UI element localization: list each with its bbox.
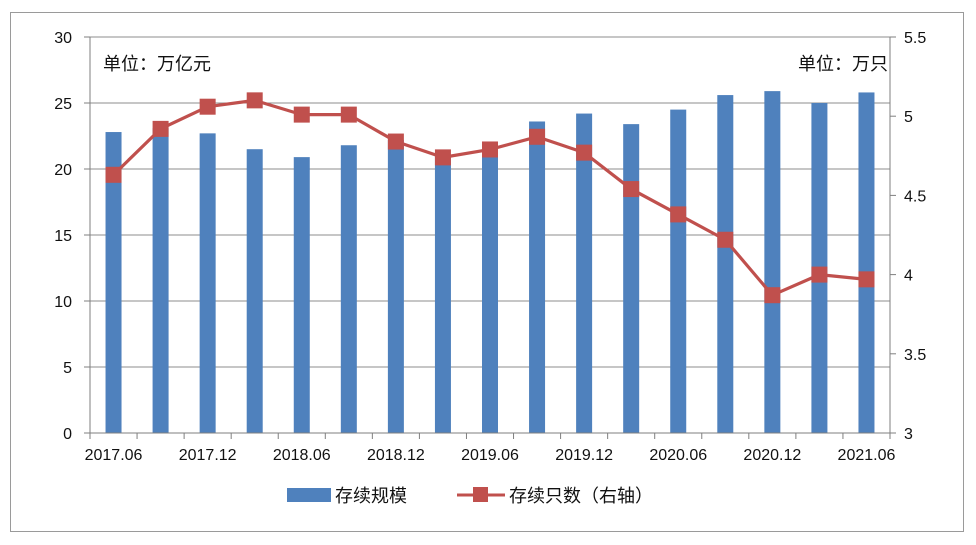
line-series: [105, 92, 875, 304]
x-tick-label: 2018.12: [367, 447, 425, 464]
bar: [529, 121, 546, 433]
line-marker: [811, 266, 828, 283]
x-tick-label: 2019.06: [461, 447, 519, 464]
bar: [293, 157, 310, 433]
line-marker: [105, 166, 122, 183]
x-tick-label: 2021.06: [838, 447, 896, 464]
line-marker: [434, 149, 451, 166]
right-tick-label: 3.5: [904, 347, 926, 364]
bar: [482, 145, 498, 434]
bar-series: [105, 91, 875, 434]
line-marker: [152, 120, 169, 137]
left-unit-label: 单位：万亿元: [103, 54, 211, 75]
x-tick-label: 2018.06: [273, 447, 331, 464]
line-marker: [529, 128, 546, 145]
bar: [717, 95, 734, 433]
left-tick-label: 15: [54, 228, 72, 245]
legend-line-marker: [473, 487, 488, 502]
line-marker: [340, 106, 357, 123]
right-tick-label: 4: [904, 268, 913, 285]
bar: [152, 128, 169, 433]
bar: [199, 133, 216, 434]
right-tick-label: 4.5: [904, 188, 926, 205]
line-marker: [670, 206, 687, 223]
x-tick-label: 2017.12: [179, 447, 237, 464]
x-tick-label: 2020.12: [743, 447, 801, 464]
bar: [858, 92, 875, 433]
left-tick-label: 30: [54, 30, 72, 47]
line-marker: [623, 181, 640, 198]
left-tick-label: 25: [54, 96, 72, 113]
left-tick-label: 20: [54, 162, 72, 179]
right-tick-label: 3: [904, 426, 913, 443]
bar: [670, 109, 687, 433]
bar: [105, 132, 122, 434]
right-tick-label: 5: [904, 109, 913, 126]
left-tick-label: 0: [63, 426, 72, 443]
line-marker: [199, 98, 216, 115]
legend-bar-label: 存续规模: [335, 486, 407, 507]
line-marker: [764, 287, 781, 304]
left-tick-label: 10: [54, 294, 72, 311]
axes: 0 5 10 15 20 25 30 3 3.5 4 4.5 5 5.5 2017.06 2017.12 20…: [54, 30, 926, 464]
bar: [623, 124, 640, 434]
bar: [764, 91, 781, 434]
x-tick-label: 2020.06: [649, 447, 707, 464]
right-tick-label: 5.5: [904, 30, 926, 47]
line-marker: [293, 106, 310, 123]
line-marker: [858, 271, 875, 288]
line-marker: [717, 231, 734, 248]
x-tick-label: 2017.06: [85, 447, 143, 464]
bar: [576, 113, 593, 433]
line-marker: [246, 92, 263, 109]
legend: 存续规模 存续只数（右轴）: [287, 486, 653, 507]
legend-bar-swatch: [287, 488, 331, 502]
left-tick-label: 5: [63, 360, 72, 377]
bar: [434, 155, 451, 434]
line-marker: [576, 144, 593, 161]
bar: [340, 145, 357, 434]
right-unit-label: 单位：万只: [798, 54, 888, 75]
legend-line-label: 存续只数（右轴）: [509, 486, 653, 507]
line-marker: [482, 141, 498, 158]
line-marker: [387, 133, 404, 150]
x-tick-label: 2019.12: [555, 447, 613, 464]
bar: [387, 139, 404, 433]
bar: [246, 149, 263, 433]
